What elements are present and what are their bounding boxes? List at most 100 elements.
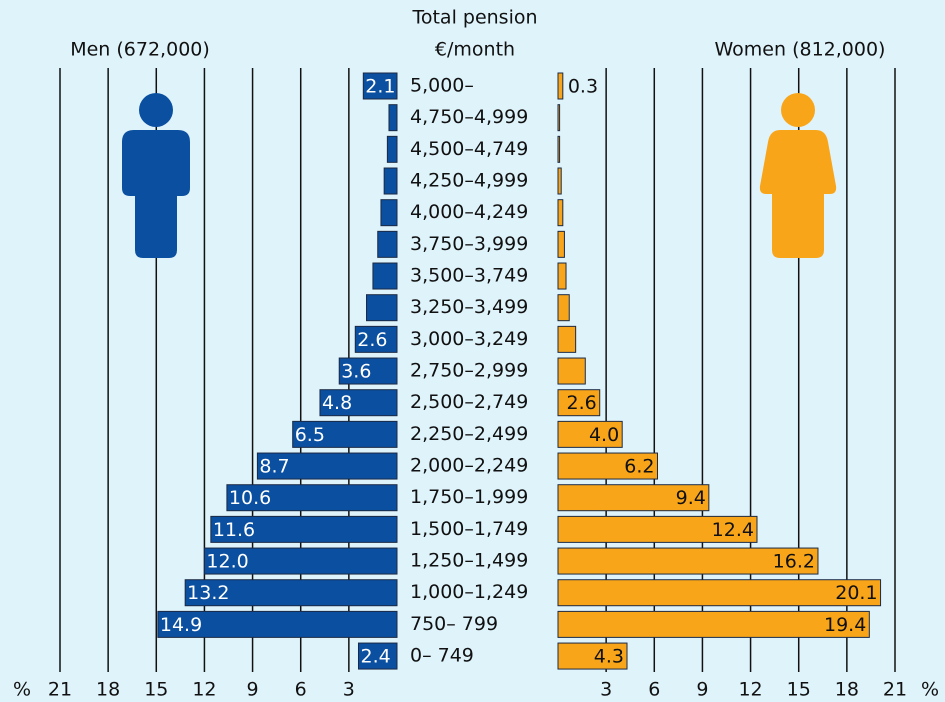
x-tick-label: 12 <box>192 679 216 701</box>
value-label: 2.1 <box>365 76 395 98</box>
women-bar <box>557 72 564 100</box>
men-bar <box>386 135 398 163</box>
x-tick-label: 3 <box>343 679 355 701</box>
men-bar <box>184 579 398 607</box>
category-label: 2,250–2,499 <box>410 423 528 445</box>
men-bar <box>203 547 398 575</box>
women-bar <box>557 325 577 353</box>
women-bar <box>557 104 561 132</box>
x-tick-label: 9 <box>247 679 259 701</box>
value-label: 13.2 <box>187 582 229 604</box>
women-bar <box>557 230 565 258</box>
women-bar <box>557 167 562 195</box>
woman-icon <box>759 93 837 258</box>
x-tick-label: 6 <box>648 679 660 701</box>
value-label: 3.6 <box>341 361 371 383</box>
x-tick-label: 3 <box>600 679 612 701</box>
category-label: 4,500–4,749 <box>410 138 528 160</box>
women-bar <box>557 199 564 227</box>
category-label: 4,250–4,999 <box>410 170 528 192</box>
category-label: 0– 749 <box>410 645 474 667</box>
value-label: 2.6 <box>567 392 597 414</box>
value-label: 6.5 <box>295 424 325 446</box>
x-tick-label: 9 <box>696 679 708 701</box>
x-tick-label: 21 <box>883 679 907 701</box>
men-bar <box>357 642 398 670</box>
men-bar <box>366 294 398 322</box>
men-bar <box>388 104 398 132</box>
women-bar <box>557 547 819 575</box>
x-tick-label: 6 <box>295 679 307 701</box>
value-label: 6.2 <box>624 456 654 478</box>
men-bar <box>226 484 398 512</box>
x-tick-label: 18 <box>835 679 859 701</box>
women-bar <box>557 420 623 448</box>
category-label: 4,750–4,999 <box>410 106 528 128</box>
value-label: 14.9 <box>160 614 202 636</box>
women-bar <box>557 452 658 480</box>
legend-men: Men (672,000) <box>70 39 210 61</box>
women-bar <box>557 515 758 543</box>
grid <box>59 68 896 672</box>
man-icon <box>122 93 190 258</box>
category-label: 750– 799 <box>410 613 498 635</box>
category-label: 1,500–1,749 <box>410 518 528 540</box>
value-label: 4.3 <box>594 646 624 668</box>
value-label: 10.6 <box>229 487 271 509</box>
value-label: 16.2 <box>773 551 815 573</box>
women-bar <box>557 610 870 638</box>
women-bar <box>557 484 710 512</box>
category-label: 4,000–4,249 <box>410 201 528 223</box>
men-bar <box>338 357 398 385</box>
value-label: 12.4 <box>712 519 754 541</box>
men-bar <box>377 230 398 258</box>
category-label: 3,000–3,249 <box>410 328 528 350</box>
category-label: 3,250–3,499 <box>410 296 528 318</box>
category-label: 2,500–2,749 <box>410 391 528 413</box>
value-label: 2.4 <box>360 646 390 668</box>
men-bar <box>256 452 398 480</box>
men-bar <box>210 515 398 543</box>
men-bar <box>380 199 398 227</box>
x-tick-label: 18 <box>96 679 120 701</box>
chart-title: Total pension <box>411 7 537 29</box>
men-bar <box>319 389 398 417</box>
value-label: 19.4 <box>824 614 866 636</box>
women-bar <box>557 389 601 417</box>
women-bar <box>557 135 561 163</box>
category-label: 1,750–1,999 <box>410 486 528 508</box>
x-tick-label: 15 <box>144 679 168 701</box>
category-label: 3,500–3,749 <box>410 265 528 287</box>
category-label: 1,000–1,249 <box>410 581 528 603</box>
men-bar <box>157 610 398 638</box>
chart-subtitle: €/month <box>435 39 515 61</box>
bars <box>157 72 882 670</box>
women-bar <box>557 357 586 385</box>
value-label: 11.6 <box>213 519 255 541</box>
category-label: 5,000– <box>410 75 474 97</box>
category-label: 1,250–1,499 <box>410 550 528 572</box>
category-label: 2,000–2,249 <box>410 455 528 477</box>
men-bar <box>292 420 398 448</box>
value-label: 8.7 <box>259 456 289 478</box>
value-label: 4.8 <box>322 392 352 414</box>
women-bar <box>557 262 567 290</box>
value-label: 2.6 <box>357 329 387 351</box>
women-bar <box>557 294 570 322</box>
men-bar <box>362 72 398 100</box>
x-tick-label: 21 <box>48 679 72 701</box>
value-label: 12.0 <box>206 551 248 573</box>
axis-label-left: % <box>13 679 31 701</box>
category-label: 2,750–2,999 <box>410 360 528 382</box>
women-bar <box>557 579 882 607</box>
men-bar <box>383 167 398 195</box>
x-tick-label: 12 <box>738 679 762 701</box>
axis-label-right: % <box>921 679 939 701</box>
value-label: 4.0 <box>589 424 619 446</box>
value-label: 20.1 <box>835 582 877 604</box>
value-label: 9.4 <box>676 487 706 509</box>
value-label: 0.3 <box>568 76 598 98</box>
women-bar <box>557 642 628 670</box>
men-bar <box>354 325 398 353</box>
